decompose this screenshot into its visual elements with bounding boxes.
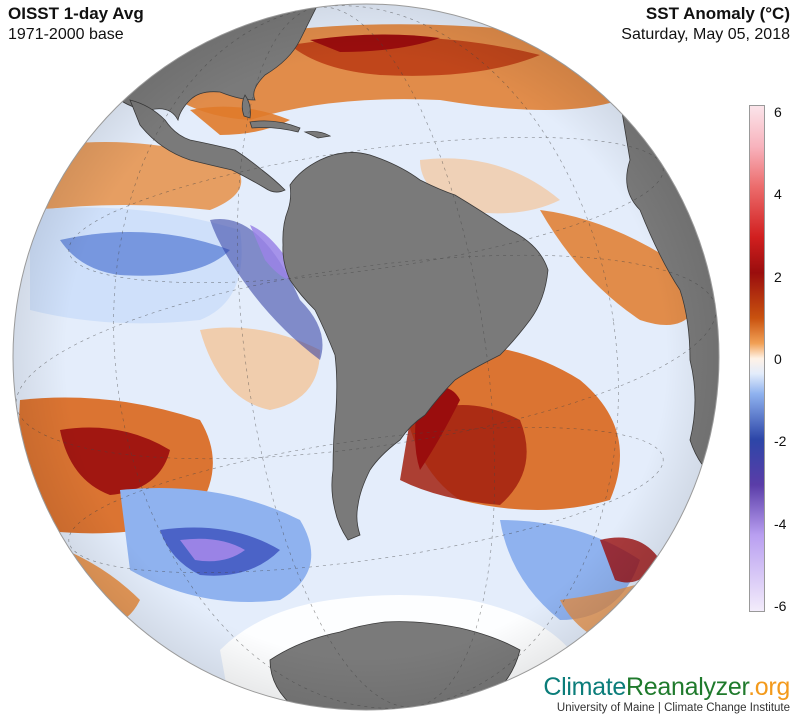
brand-part-2: Reanalyzer [626, 673, 749, 701]
colorbar-tick: 4 [774, 186, 782, 202]
product-title: OISST 1-day Avg [8, 4, 144, 23]
variable-title: SST Anomaly (°C) [645, 4, 790, 23]
branding: ClimateReanalyzer.org University of Main… [543, 673, 790, 714]
colorbar-tick: 2 [774, 269, 782, 285]
brand-part-3: .org [748, 673, 790, 701]
colorbar [749, 105, 765, 612]
title-block-right: SST Anomaly (°C) Saturday, May 05, 2018 [621, 4, 790, 45]
date-label: Saturday, May 05, 2018 [621, 26, 790, 43]
colorbar-tick: -6 [774, 598, 787, 614]
colorbar-tick: 6 [774, 104, 782, 120]
globe-outline [12, 3, 720, 711]
affiliation-label: University of Maine | Climate Change Ins… [556, 702, 790, 714]
site-logo-text[interactable]: ClimateReanalyzer.org [543, 673, 790, 701]
baseline-label: 1971-2000 base [8, 26, 124, 43]
brand-part-1: Climate [543, 673, 627, 701]
colorbar-tick: -4 [774, 516, 787, 532]
colorbar-tick: 0 [774, 351, 782, 367]
title-block-left: OISST 1-day Avg 1971-2000 base [8, 4, 144, 45]
colorbar-tick: -2 [774, 433, 787, 449]
